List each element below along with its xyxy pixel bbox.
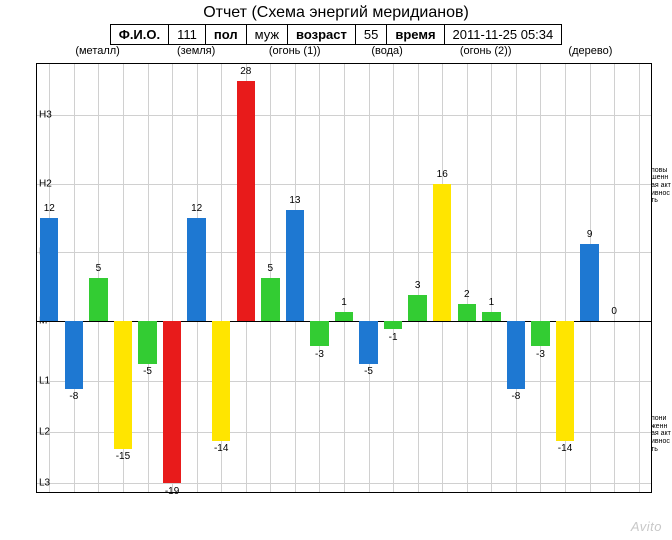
bar (187, 218, 205, 321)
info-label: время (387, 25, 444, 45)
bar (433, 184, 451, 321)
gridline-h (37, 252, 651, 253)
bar (89, 278, 107, 321)
gridline-v (393, 64, 394, 492)
bar (580, 244, 598, 321)
bar (507, 321, 525, 389)
gridline-v (418, 64, 419, 492)
bar-value-label: 0 (611, 306, 617, 317)
bar-value-label: -5 (143, 366, 152, 377)
side-note: повышенная активность (651, 167, 671, 205)
info-label: Ф.И.О. (110, 25, 168, 45)
gridline-v (540, 64, 541, 492)
info-value: муж (246, 25, 287, 45)
y-tick-label: L2 (39, 427, 50, 438)
gridline-v (491, 64, 492, 492)
category-label: (вода) (371, 45, 402, 57)
category-label: (земля) (177, 45, 215, 57)
info-value: 55 (355, 25, 386, 45)
bar-value-label: -8 (69, 391, 78, 402)
info-value: 111 (169, 25, 206, 45)
bar (286, 210, 304, 321)
bar-value-label: 1 (489, 297, 495, 308)
side-note: пониженная активность (651, 415, 671, 453)
y-tick-label: L3 (39, 478, 50, 489)
category-row: (металл) (земля) (огонь (1)) (вода) (огонь (… (36, 45, 652, 63)
bar (531, 321, 549, 347)
bar-value-label: 16 (437, 169, 448, 180)
bar (65, 321, 83, 389)
bar (310, 321, 328, 347)
gridline-v (148, 64, 149, 492)
bar-value-label: 12 (191, 203, 202, 214)
watermark: Avito (631, 519, 662, 534)
bar-value-label: -1 (389, 332, 398, 343)
bar (40, 218, 58, 321)
gridline-v (639, 64, 640, 492)
bar-value-label: -14 (214, 443, 228, 454)
category-label: (металл) (75, 45, 120, 57)
bar (384, 321, 402, 330)
gridline-h (37, 115, 651, 116)
y-tick-label: H2 (39, 178, 52, 189)
bar (556, 321, 574, 441)
bar-value-label: -14 (558, 443, 572, 454)
bar (114, 321, 132, 449)
bar-value-label: 1 (341, 297, 347, 308)
bar-value-label: -19 (165, 486, 179, 497)
gridline-v (369, 64, 370, 492)
gridline-h (37, 184, 651, 185)
bar (458, 304, 476, 321)
bar-value-label: -3 (536, 349, 545, 360)
y-tick-label: L1 (39, 375, 50, 386)
bar (261, 278, 279, 321)
bar-value-label: 2 (464, 289, 470, 300)
bar-value-label: -3 (315, 349, 324, 360)
info-label: пол (205, 25, 246, 45)
gridline-v (614, 64, 615, 492)
info-table: Ф.И.О.111полмужвозраст55время2011-11-25 … (110, 24, 563, 45)
bar-value-label: 5 (268, 263, 274, 274)
bar-value-label: -15 (116, 451, 130, 462)
page-title: Отчет (Схема энергий меридианов) (0, 0, 672, 24)
bar (359, 321, 377, 364)
bar (237, 81, 255, 321)
bar (335, 312, 353, 321)
bar-value-label: -5 (364, 366, 373, 377)
bar-value-label: 13 (289, 195, 300, 206)
bar-value-label: 3 (415, 280, 421, 291)
meridian-chart: H3H2H1ML1L2L3повышенная активностьпониже… (36, 63, 652, 493)
gridline-v (516, 64, 517, 492)
bar-value-label: 12 (44, 203, 55, 214)
bar (138, 321, 156, 364)
bar-value-label: -8 (511, 391, 520, 402)
category-label: (огонь (1)) (269, 45, 321, 57)
bar (212, 321, 230, 441)
bar-value-label: 5 (96, 263, 102, 274)
gridline-v (74, 64, 75, 492)
category-label: (дерево) (568, 45, 612, 57)
bar-value-label: 9 (587, 229, 593, 240)
bar (163, 321, 181, 484)
gridline-h (37, 483, 651, 484)
info-value: 2011-11-25 05:34 (444, 25, 562, 45)
bar-value-label: 28 (240, 66, 251, 77)
gridline-v (319, 64, 320, 492)
bar (482, 312, 500, 321)
info-label: возраст (288, 25, 356, 45)
category-label: (огонь (2)) (460, 45, 512, 57)
y-tick-label: H3 (39, 110, 52, 121)
gridline-v (344, 64, 345, 492)
bar (408, 295, 426, 321)
gridline-v (467, 64, 468, 492)
